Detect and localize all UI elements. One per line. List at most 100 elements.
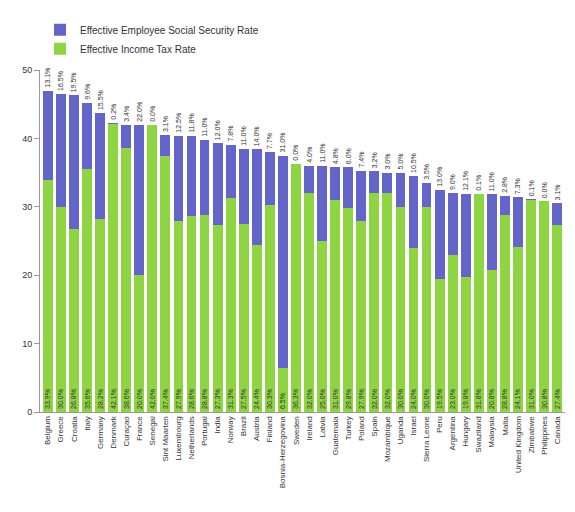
svg-text:Greece: Greece xyxy=(57,416,66,443)
svg-text:28.6%: 28.6% xyxy=(188,389,195,409)
svg-text:3.0%: 3.0% xyxy=(384,154,391,170)
svg-text:Peru: Peru xyxy=(435,416,444,433)
svg-text:Croatia: Croatia xyxy=(70,416,79,442)
svg-text:11.0%: 11.0% xyxy=(488,172,495,191)
svg-text:13.0%: 13.0% xyxy=(436,167,443,187)
svg-text:23.0%: 23.0% xyxy=(449,389,456,409)
svg-text:37.4%: 37.4% xyxy=(162,389,169,409)
svg-text:Poland: Poland xyxy=(357,416,366,441)
svg-text:3.1%: 3.1% xyxy=(162,116,169,132)
svg-text:Ireland: Ireland xyxy=(305,416,314,440)
svg-text:3.2%: 3.2% xyxy=(371,152,378,168)
svg-text:12.1%: 12.1% xyxy=(462,171,469,191)
svg-text:22.0%: 22.0% xyxy=(136,102,143,122)
svg-text:Malta: Malta xyxy=(501,416,510,436)
svg-text:27.9%: 27.9% xyxy=(358,389,365,409)
svg-text:Curaçao: Curaçao xyxy=(122,416,131,447)
svg-text:24.1%: 24.1% xyxy=(514,389,521,409)
svg-text:0.2%: 0.2% xyxy=(110,104,117,120)
svg-text:13.1%: 13.1% xyxy=(44,68,51,88)
svg-text:9.0%: 9.0% xyxy=(449,174,456,190)
svg-text:7.8%: 7.8% xyxy=(227,126,234,142)
svg-text:5.0%: 5.0% xyxy=(397,154,404,170)
svg-text:15.5%: 15.5% xyxy=(97,90,104,110)
svg-text:31.8%: 31.8% xyxy=(475,389,482,409)
svg-text:Effective Employee Social Secu: Effective Employee Social Security Rate xyxy=(80,25,259,36)
svg-text:Philippines: Philippines xyxy=(540,416,549,455)
svg-text:27.5%: 27.5% xyxy=(240,389,247,409)
svg-text:24.0%: 24.0% xyxy=(410,389,417,409)
svg-text:Malaysia: Malaysia xyxy=(487,416,496,448)
svg-text:30.8%: 30.8% xyxy=(541,389,548,409)
svg-text:31.0%: 31.0% xyxy=(332,389,339,409)
svg-text:Effective Income Tax Rate: Effective Income Tax Rate xyxy=(80,44,196,55)
svg-text:30.0%: 30.0% xyxy=(57,389,64,409)
svg-text:31.0%: 31.0% xyxy=(528,389,535,409)
svg-text:Sweden: Sweden xyxy=(292,416,301,445)
svg-text:11.0%: 11.0% xyxy=(319,143,326,162)
svg-text:11.0%: 11.0% xyxy=(201,117,208,136)
svg-text:Brazil: Brazil xyxy=(239,416,248,436)
svg-text:Austria: Austria xyxy=(252,416,261,441)
svg-text:France: France xyxy=(135,416,144,441)
svg-text:11.8%: 11.8% xyxy=(188,113,195,132)
svg-text:Belgium: Belgium xyxy=(43,416,52,445)
svg-text:0.1%: 0.1% xyxy=(475,175,482,191)
svg-text:India: India xyxy=(213,416,222,434)
svg-text:Zimbabwe: Zimbabwe xyxy=(527,416,536,453)
svg-text:27.9%: 27.9% xyxy=(175,389,182,409)
svg-text:31.3%: 31.3% xyxy=(227,389,234,409)
svg-text:Finland: Finland xyxy=(265,416,274,442)
svg-text:Uganda: Uganda xyxy=(396,416,405,445)
svg-text:32.0%: 32.0% xyxy=(384,389,391,409)
svg-text:2.8%: 2.8% xyxy=(501,177,508,193)
svg-text:0.0%: 0.0% xyxy=(149,106,156,122)
svg-text:Netherlands: Netherlands xyxy=(187,416,196,459)
svg-text:30.3%: 30.3% xyxy=(266,389,273,409)
svg-text:Mozambique: Mozambique xyxy=(383,416,392,462)
svg-text:Senegal: Senegal xyxy=(148,416,157,446)
svg-text:20.0%: 20.0% xyxy=(136,389,143,409)
svg-text:30.0%: 30.0% xyxy=(397,389,404,409)
svg-text:0: 0 xyxy=(27,407,32,417)
svg-text:28.8%: 28.8% xyxy=(201,389,208,409)
svg-text:0.0%: 0.0% xyxy=(292,145,299,161)
svg-text:12.5%: 12.5% xyxy=(175,113,182,133)
svg-text:19.8%: 19.8% xyxy=(462,389,469,409)
svg-text:Denmark: Denmark xyxy=(109,415,118,448)
svg-text:7.7%: 7.7% xyxy=(266,133,273,149)
svg-text:19.5%: 19.5% xyxy=(70,72,77,92)
svg-text:Swaziland: Swaziland xyxy=(474,416,483,452)
svg-text:42.1%: 42.1% xyxy=(110,389,117,409)
svg-text:40: 40 xyxy=(22,134,32,144)
svg-text:Israel: Israel xyxy=(409,416,418,436)
svg-text:Sint Maarten: Sint Maarten xyxy=(161,416,170,461)
svg-text:Guatemala: Guatemala xyxy=(331,416,340,456)
svg-text:32.0%: 32.0% xyxy=(371,389,378,409)
svg-text:42.0%: 42.0% xyxy=(149,389,156,409)
svg-text:30: 30 xyxy=(22,202,32,212)
svg-text:10.5%: 10.5% xyxy=(410,153,417,173)
svg-text:50: 50 xyxy=(22,65,32,75)
svg-text:Latvia: Latvia xyxy=(318,416,327,438)
svg-text:Turkey: Turkey xyxy=(344,416,353,440)
svg-text:Argentina: Argentina xyxy=(448,416,457,451)
svg-text:33.9%: 33.9% xyxy=(44,389,51,409)
svg-text:10: 10 xyxy=(22,339,32,349)
svg-text:27.4%: 27.4% xyxy=(554,389,561,409)
svg-text:Bosnia-Herzegovina: Bosnia-Herzegovina xyxy=(279,416,288,489)
svg-text:Portugal: Portugal xyxy=(200,416,209,446)
svg-text:0.0%: 0.0% xyxy=(541,182,548,198)
svg-text:4.0%: 4.0% xyxy=(306,147,313,163)
svg-text:25.0%: 25.0% xyxy=(319,389,326,409)
svg-text:3.5%: 3.5% xyxy=(423,164,430,180)
svg-text:Hungary: Hungary xyxy=(461,416,470,446)
svg-text:Italy: Italy xyxy=(83,416,92,431)
svg-text:16.5%: 16.5% xyxy=(57,71,64,91)
svg-text:6.0%: 6.0% xyxy=(345,148,352,164)
svg-text:19.5%: 19.5% xyxy=(436,389,443,409)
svg-text:32.0%: 32.0% xyxy=(306,389,313,409)
svg-text:7.4%: 7.4% xyxy=(358,152,365,168)
svg-text:12.0%: 12.0% xyxy=(214,120,221,140)
svg-text:Luxembourg: Luxembourg xyxy=(174,416,183,460)
